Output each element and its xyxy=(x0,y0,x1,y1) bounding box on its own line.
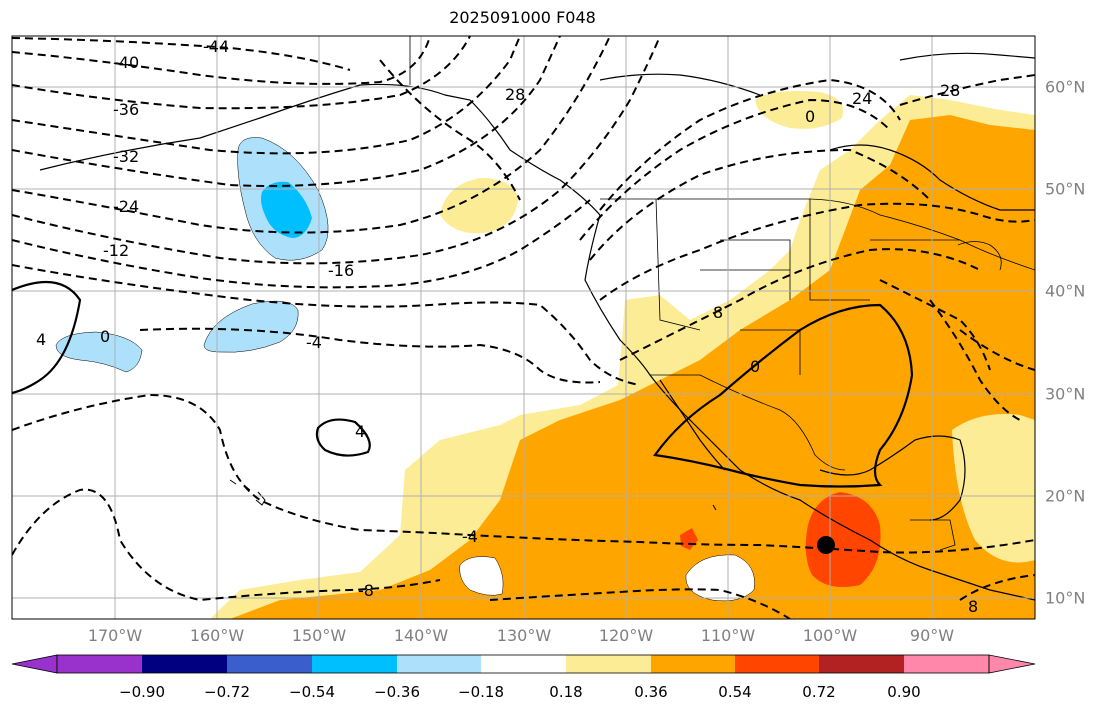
us-west-coast xyxy=(584,214,1035,601)
lon-label: 120°W xyxy=(598,626,654,645)
shade-neg-030-c xyxy=(55,331,143,373)
contour-label: -32 xyxy=(113,147,139,166)
colorbar-segment xyxy=(735,655,819,673)
contour-label: 24 xyxy=(852,89,872,108)
gulf-coast xyxy=(819,435,966,521)
map-title: 2025091000 F048 xyxy=(449,8,596,27)
contour-label: 28 xyxy=(505,85,525,104)
colorbar-tick-label: −0.90 xyxy=(119,683,165,701)
lat-label: 10°N xyxy=(1045,588,1086,608)
contour-label: 4 xyxy=(36,330,46,349)
lon-label: 170°W xyxy=(87,626,143,645)
contour-label: -12 xyxy=(103,241,129,260)
lat-label: 50°N xyxy=(1045,179,1086,199)
contour-label: 4 xyxy=(355,422,365,441)
colorbar-segment xyxy=(566,655,651,673)
colorbar-segment xyxy=(397,655,481,673)
colorbar-tick-label: −0.18 xyxy=(458,683,504,701)
colorbar xyxy=(11,654,1036,674)
contour-label: 0 xyxy=(805,107,815,126)
colorbar-tick-label: −0.36 xyxy=(374,683,420,701)
colorbar-extend-right xyxy=(988,654,1036,674)
colorbar-tick-label: 0.72 xyxy=(802,683,836,701)
colorbar-tick-label: 0.18 xyxy=(549,683,583,701)
lat-label: 30°N xyxy=(1045,384,1086,404)
colorbar-segment xyxy=(142,655,227,673)
contour-label: 8 xyxy=(968,597,978,616)
contour-label: 0 xyxy=(100,327,110,346)
coastlines xyxy=(39,52,1035,601)
alaska-coast xyxy=(39,83,601,216)
lon-label: 150°W xyxy=(291,626,347,645)
contour-label: 8 xyxy=(713,303,723,322)
location-marker-dot xyxy=(817,536,835,554)
contour-label: -44 xyxy=(203,37,229,56)
colorbar-segment xyxy=(904,655,989,673)
contour-label: -40 xyxy=(113,53,139,72)
lat-label: 20°N xyxy=(1045,486,1086,506)
contour-label: -4 xyxy=(306,333,322,352)
shade-pos-036 xyxy=(230,115,1035,619)
colorbar-tick-label: 0.36 xyxy=(634,683,668,701)
lat-label: 60°N xyxy=(1045,77,1086,97)
contours-zero-solid xyxy=(12,280,914,488)
contour-label: -16 xyxy=(328,261,354,280)
contour-label: -8 xyxy=(358,581,374,600)
colorbar-segment xyxy=(651,655,735,673)
map-panel: -44 -40 -36 -32 -24 -12 -16 -4 0 4 28 24… xyxy=(12,36,1035,619)
contour-label-layer: -44 -40 -36 -32 -24 -12 -16 -4 0 4 28 24… xyxy=(36,37,978,616)
colorbar-segment xyxy=(227,655,312,673)
contour-label: -24 xyxy=(113,197,139,216)
colorbar-segment xyxy=(481,655,566,673)
lon-label: 140°W xyxy=(393,626,449,645)
lat-label: 40°N xyxy=(1045,281,1086,301)
colorbar-segment xyxy=(312,655,397,673)
shade-neg-030-b xyxy=(203,300,299,353)
lon-label: 90°W xyxy=(909,626,955,645)
contour-label: 28 xyxy=(940,81,960,100)
hole-white-2 xyxy=(459,556,504,596)
shading-positive xyxy=(210,91,1035,619)
contours-positive-dashed xyxy=(579,74,1035,601)
colorbar-tick-label: −0.72 xyxy=(204,683,250,701)
shading-negative xyxy=(55,137,329,373)
shade-pos-018-north xyxy=(755,91,844,129)
colorbar-tick-label: 0.54 xyxy=(718,683,752,701)
lon-label: 100°W xyxy=(802,626,858,645)
colorbar-segment xyxy=(57,655,142,673)
contours-negative-dashed xyxy=(12,36,1035,619)
colorbar-segment xyxy=(819,655,904,673)
lon-label: 160°W xyxy=(189,626,245,645)
colorbar-outline xyxy=(56,654,990,674)
lon-label: 130°W xyxy=(496,626,552,645)
lon-label: 110°W xyxy=(700,626,756,645)
hudson-coast xyxy=(829,144,1035,211)
shade-neg-045 xyxy=(261,181,312,238)
map-frame xyxy=(11,35,1036,620)
colorbar-extend-left xyxy=(11,654,58,674)
colorbar-tick-label: −0.54 xyxy=(289,683,335,701)
contour-label: -4 xyxy=(462,527,478,546)
shade-pos-018-ne xyxy=(952,414,1035,563)
baja xyxy=(659,379,726,471)
contour-label: -36 xyxy=(113,100,139,119)
contour-label: 0 xyxy=(750,357,760,376)
colorbar-tick-label: 0.90 xyxy=(887,683,921,701)
shade-pos-018-bc xyxy=(440,178,518,234)
